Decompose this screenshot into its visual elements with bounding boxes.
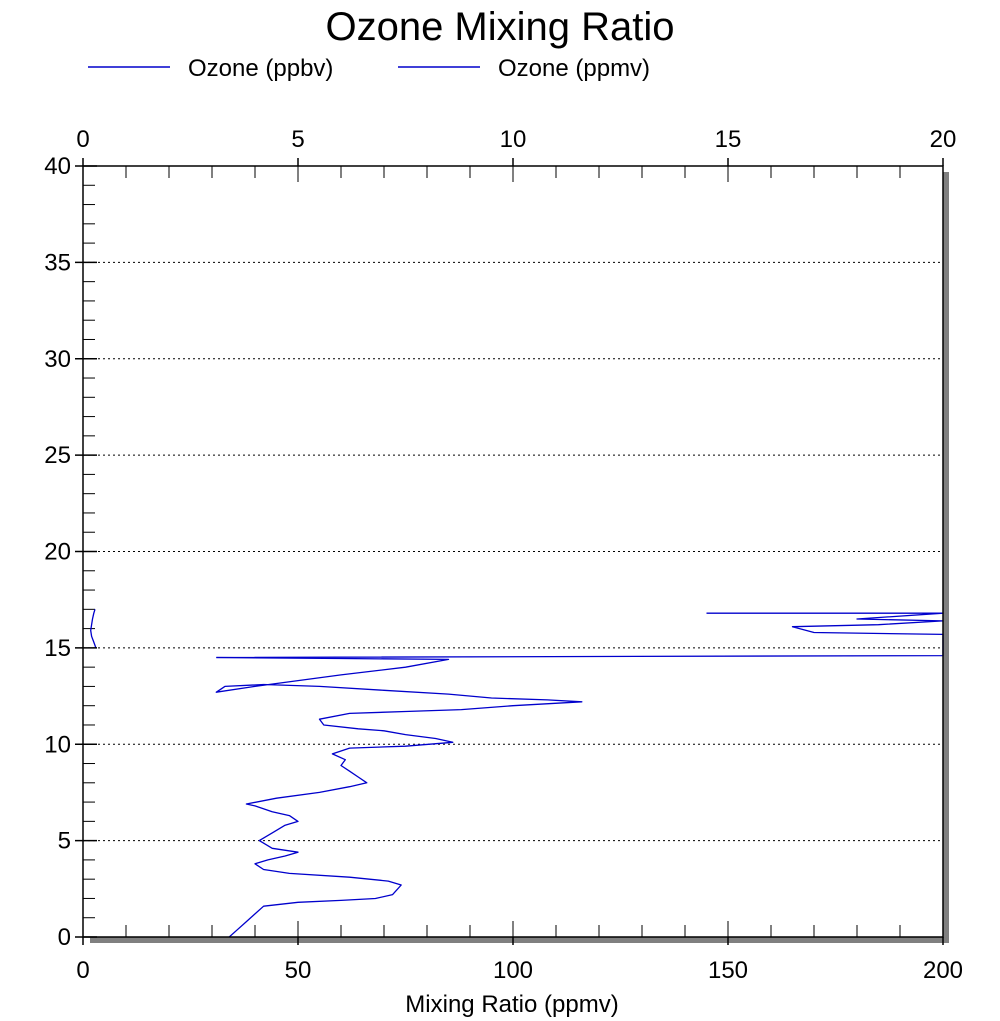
chart-title: Ozone Mixing Ratio: [325, 5, 674, 49]
bottom-tick-label: 0: [76, 957, 89, 984]
y-tick-label: 30: [44, 346, 71, 373]
y-axis: 0 5 10 15 20 25 30 35 40: [44, 153, 97, 951]
x-axis-title: Mixing Ratio (ppmv): [405, 991, 618, 1018]
legend-label-ppbv: Ozone (ppbv): [188, 55, 333, 82]
y-tick-label: 40: [44, 153, 71, 180]
top-tick-label: 20: [930, 126, 957, 153]
legend-label-ppmv: Ozone (ppmv): [498, 55, 650, 82]
y-tick-label: 25: [44, 442, 71, 469]
y-tick-label: 0: [58, 924, 71, 951]
y-tick-label: 15: [44, 635, 71, 662]
gridlines: [83, 261, 943, 842]
y-tick-label: 20: [44, 539, 71, 566]
bottom-x-axis: 0 50 100 150 200: [76, 937, 963, 984]
legend: Ozone (ppbv) Ozone (ppmv): [88, 55, 650, 82]
top-tick-label: 10: [500, 126, 527, 153]
bottom-tick-label: 50: [285, 957, 312, 984]
bottom-tick-label: 150: [708, 957, 748, 984]
y-tick-label: 35: [44, 249, 71, 276]
plot-shadow-bottom: [90, 937, 949, 943]
bottom-tick-label: 100: [493, 957, 533, 984]
series-line-2: [216, 612, 944, 659]
series-line-0: [215, 656, 583, 938]
series-lines: [90, 609, 944, 938]
y-tick-label: 10: [44, 731, 71, 758]
y-tick-label: 5: [58, 828, 71, 855]
top-tick-label: 15: [715, 126, 742, 153]
bottom-tick-label: 200: [923, 957, 963, 984]
top-x-axis: 0 5 10 15 20: [76, 126, 956, 166]
top-tick-label: 5: [291, 126, 304, 153]
plot-shadow-right: [943, 172, 949, 942]
series-line-1: [90, 609, 97, 649]
top-tick-label: 0: [76, 126, 89, 153]
